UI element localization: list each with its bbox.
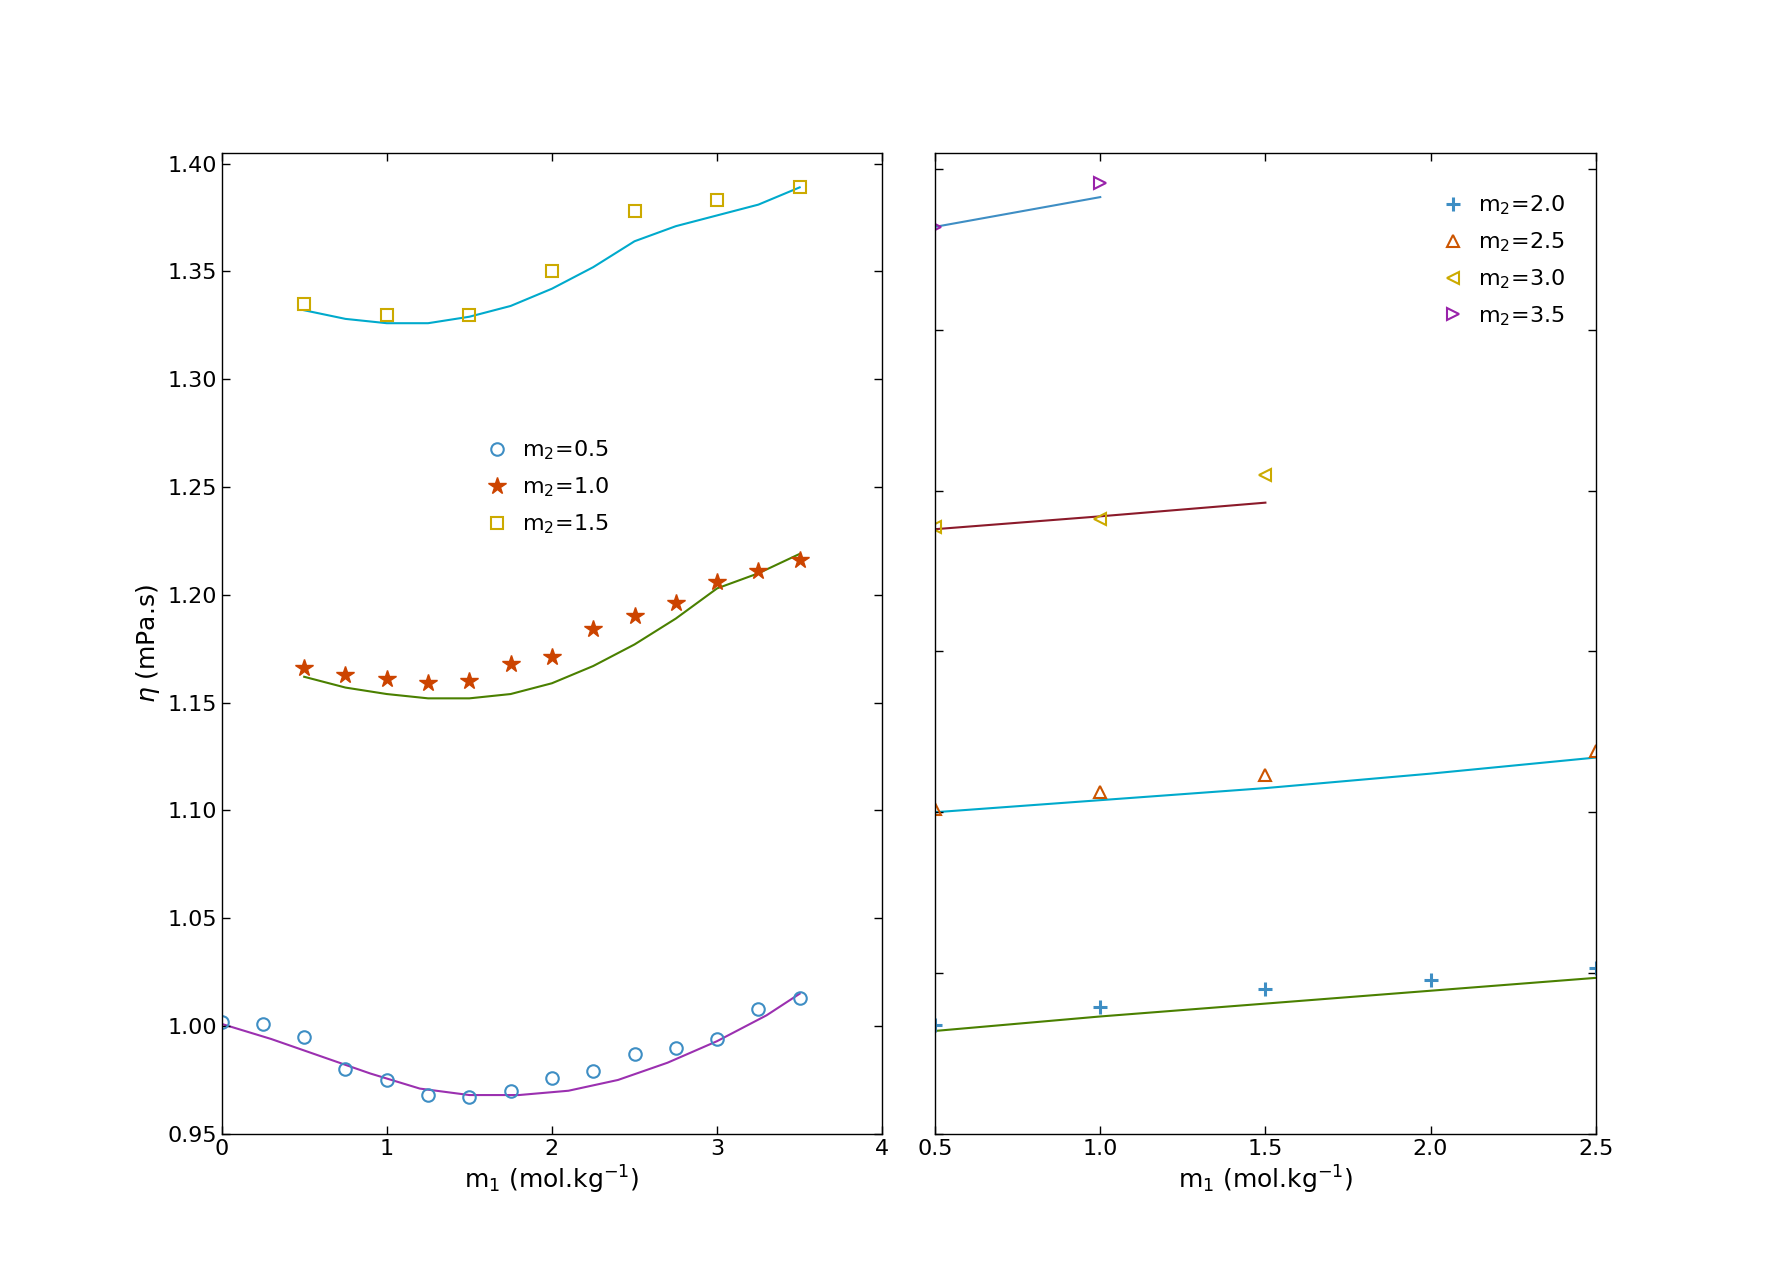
m$_2$=1.0 xyxy=(541,650,562,665)
m$_2$=2.5 xyxy=(924,801,945,817)
m$_2$=1.0 xyxy=(294,660,316,675)
m$_2$=2.0 xyxy=(1090,999,1112,1014)
Y-axis label: $\eta$ (mPa.s): $\eta$ (mPa.s) xyxy=(133,583,161,703)
m$_2$=1.0 xyxy=(789,553,810,568)
m$_2$=2.5 xyxy=(1255,768,1277,784)
m$_2$=1.0 xyxy=(748,563,769,578)
m$_2$=1.0 xyxy=(335,668,356,683)
m$_2$=0.5 xyxy=(541,1070,562,1085)
m$_2$=0.5 xyxy=(748,1001,769,1017)
m$_2$=2.0 xyxy=(1255,981,1277,996)
m$_2$=1.0 xyxy=(624,609,645,624)
m$_2$=0.5 xyxy=(211,1014,232,1029)
m$_2$=0.5 xyxy=(789,990,810,1005)
m$_2$=1.5 xyxy=(459,307,480,322)
m$_2$=1.5 xyxy=(624,204,645,219)
m$_2$=1.0 xyxy=(417,675,438,691)
m$_2$=1.0 xyxy=(665,596,686,612)
m$_2$=0.5 xyxy=(500,1083,521,1098)
m$_2$=1.5 xyxy=(789,180,810,195)
m$_2$=0.5 xyxy=(417,1088,438,1103)
m$_2$=1.5 xyxy=(706,192,727,208)
Line: m$_2$=1.0: m$_2$=1.0 xyxy=(294,552,808,692)
m$_2$=3.0 xyxy=(1090,511,1112,526)
m$_2$=2.5 xyxy=(1090,785,1112,800)
m$_2$=2.0 xyxy=(1420,972,1441,987)
m$_2$=0.5 xyxy=(252,1017,273,1032)
m$_2$=1.0 xyxy=(459,674,480,689)
m$_2$=0.5 xyxy=(706,1032,727,1047)
m$_2$=1.0 xyxy=(706,575,727,590)
m$_2$=1.5 xyxy=(294,296,316,311)
m$_2$=0.5 xyxy=(294,1029,316,1045)
m$_2$=1.0 xyxy=(500,656,521,671)
Line: m$_2$=2.0: m$_2$=2.0 xyxy=(927,962,1603,1032)
m$_2$=3.5 xyxy=(1090,175,1112,190)
Line: m$_2$=1.5: m$_2$=1.5 xyxy=(298,182,805,320)
Legend: m$_2$=2.0, m$_2$=2.5, m$_2$=3.0, m$_2$=3.5: m$_2$=2.0, m$_2$=2.5, m$_2$=3.0, m$_2$=3… xyxy=(1440,194,1566,327)
Line: m$_2$=3.0: m$_2$=3.0 xyxy=(929,469,1271,533)
m$_2$=0.5 xyxy=(376,1073,397,1088)
m$_2$=1.5 xyxy=(376,307,397,322)
Line: m$_2$=0.5: m$_2$=0.5 xyxy=(215,991,807,1103)
m$_2$=2.5 xyxy=(1585,744,1606,759)
Line: m$_2$=3.5: m$_2$=3.5 xyxy=(929,176,1106,233)
m$_2$=1.0 xyxy=(583,622,605,637)
m$_2$=1.5 xyxy=(541,264,562,279)
X-axis label: m$_1$ (mol.kg$^{-1}$): m$_1$ (mol.kg$^{-1}$) xyxy=(1177,1164,1353,1196)
Line: m$_2$=2.5: m$_2$=2.5 xyxy=(929,745,1603,815)
Legend: m$_2$=0.5, m$_2$=1.0, m$_2$=1.5: m$_2$=0.5, m$_2$=1.0, m$_2$=1.5 xyxy=(484,438,608,536)
m$_2$=0.5 xyxy=(583,1064,605,1079)
m$_2$=3.0 xyxy=(1255,466,1277,482)
X-axis label: m$_1$ (mol.kg$^{-1}$): m$_1$ (mol.kg$^{-1}$) xyxy=(465,1164,640,1196)
m$_2$=0.5 xyxy=(459,1089,480,1105)
m$_2$=2.0 xyxy=(924,1018,945,1033)
m$_2$=0.5 xyxy=(665,1040,686,1055)
m$_2$=0.5 xyxy=(624,1046,645,1061)
m$_2$=3.0 xyxy=(924,519,945,534)
m$_2$=3.5 xyxy=(924,219,945,234)
m$_2$=2.0 xyxy=(1585,961,1606,976)
m$_2$=0.5 xyxy=(335,1061,356,1077)
m$_2$=1.0 xyxy=(376,671,397,687)
